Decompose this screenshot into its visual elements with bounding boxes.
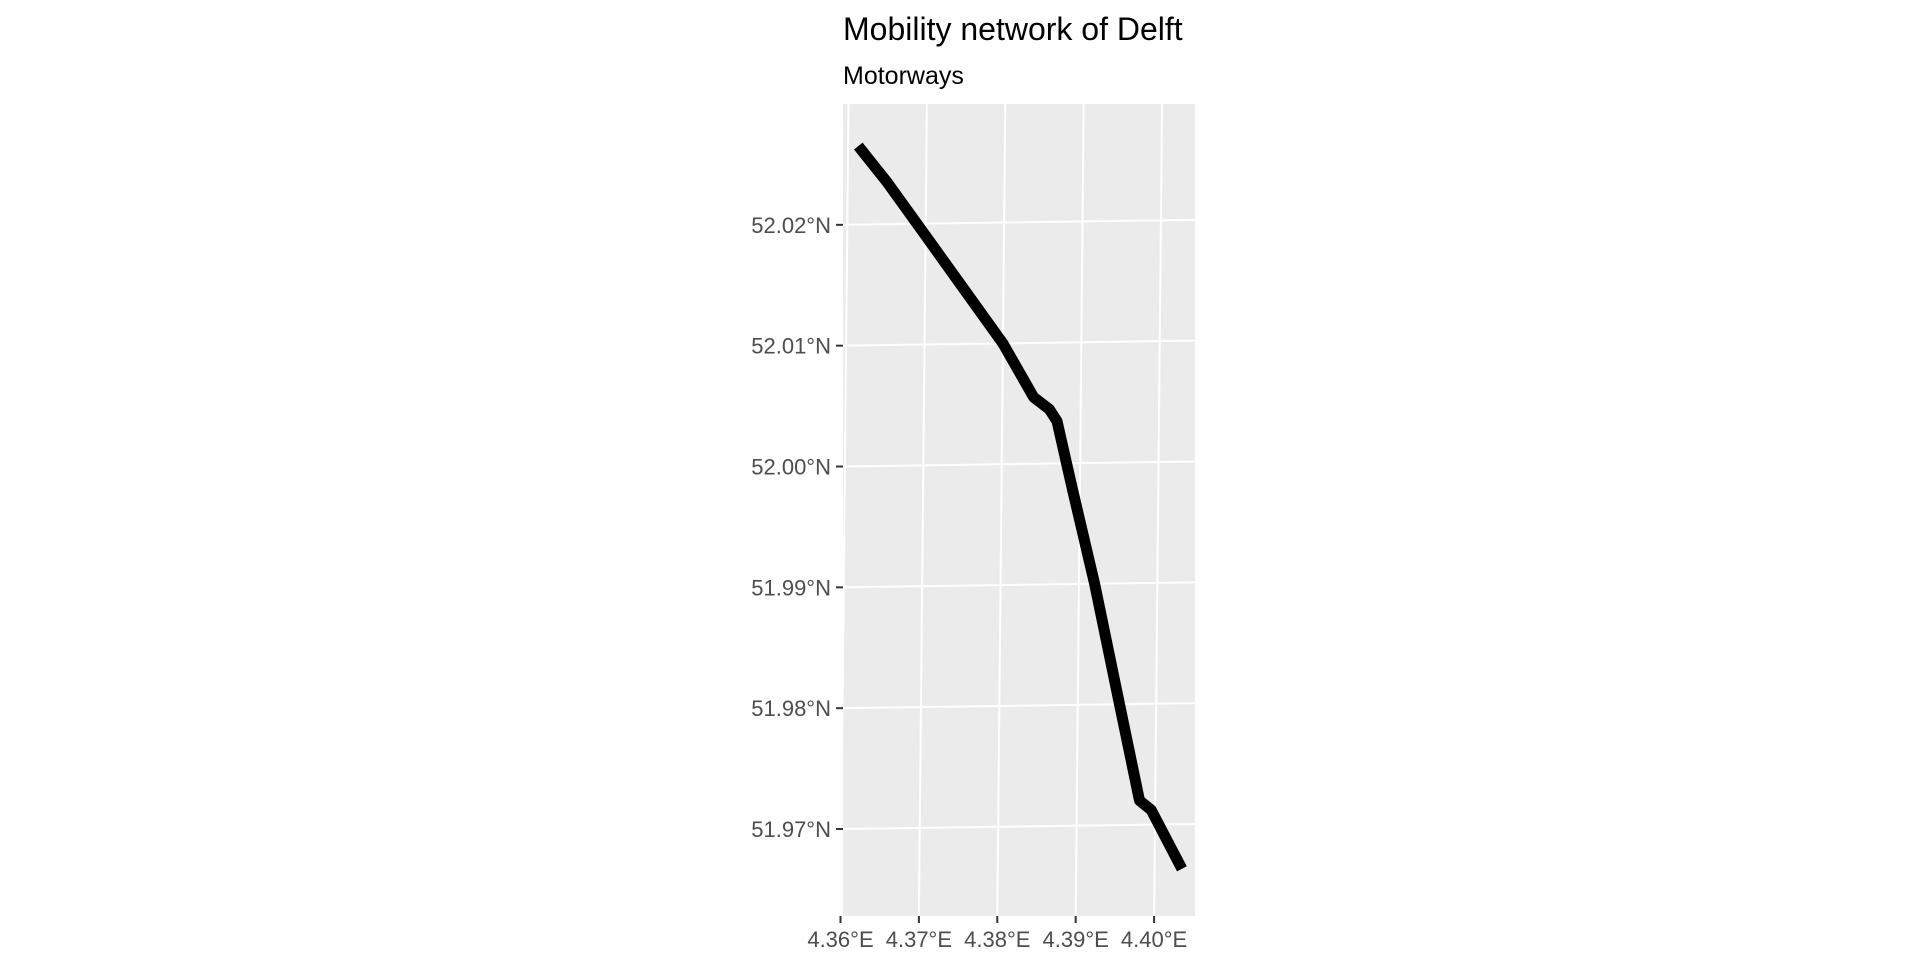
- map-title: Mobility network of Delft: [843, 11, 1183, 47]
- map-subtitle: Motorways: [843, 62, 964, 90]
- latitude-graticule: [842, 218, 1196, 830]
- x-tick-label: 4.36°E: [807, 927, 873, 952]
- parallel-line: [842, 581, 1196, 589]
- parallel-line: [842, 460, 1196, 468]
- y-tick-label: 52.01°N: [751, 334, 831, 359]
- x-tick-label: 4.37°E: [886, 927, 952, 952]
- y-tick-label: 51.97°N: [751, 817, 831, 842]
- x-tick-label: 4.40°E: [1121, 927, 1187, 952]
- motorway-line: [854, 142, 1187, 872]
- latitude-axis: 52.02°N 52.01°N 52.00°N 51.99°N 51.98°N 51.97…: [751, 213, 843, 842]
- parallel-line: [842, 823, 1196, 830]
- parallel-line: [842, 218, 1196, 226]
- y-tick-label: 52.00°N: [751, 455, 831, 480]
- meridian-line: [996, 103, 1007, 917]
- meridian-line: [839, 103, 850, 917]
- y-tick-label: 51.99°N: [751, 575, 831, 600]
- parallel-line: [842, 339, 1196, 347]
- y-tick-label: 51.98°N: [751, 696, 831, 721]
- meridian-line: [1153, 103, 1164, 917]
- motorway-layer: [854, 142, 1187, 872]
- y-tick-label: 52.02°N: [751, 213, 831, 238]
- x-tick-label: 4.38°E: [964, 927, 1030, 952]
- x-tick-label: 4.39°E: [1043, 927, 1109, 952]
- longitude-axis: 4.36°E 4.37°E 4.38°E 4.39°E 4.40°E: [807, 916, 1187, 952]
- parallel-line: [842, 702, 1196, 710]
